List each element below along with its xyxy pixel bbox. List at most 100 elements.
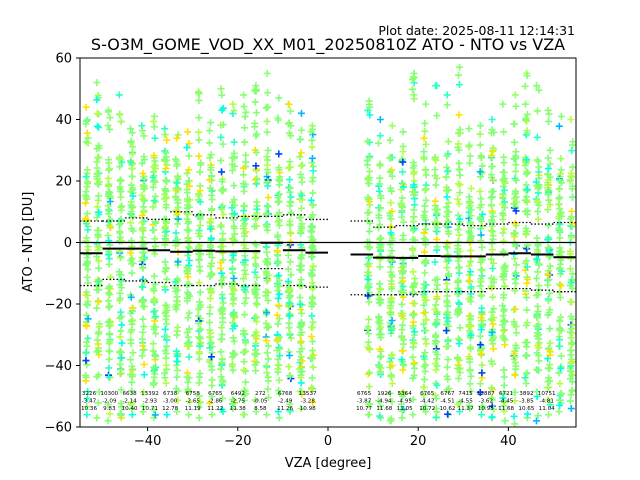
scatter-point xyxy=(522,116,530,124)
scatter-point xyxy=(275,390,283,398)
scatter-point xyxy=(253,332,261,340)
scatter-point xyxy=(251,268,259,276)
scatter-point xyxy=(93,145,101,153)
scatter-point xyxy=(117,327,125,335)
scatter-point xyxy=(95,388,103,396)
scatter-point xyxy=(511,229,519,237)
scatter-point xyxy=(275,361,283,369)
scatter-column xyxy=(115,91,126,422)
scatter-point xyxy=(262,221,270,229)
scatter-point xyxy=(139,342,147,350)
scatter-point xyxy=(510,120,518,128)
scatter-point xyxy=(566,247,574,255)
scatter-point xyxy=(82,357,90,365)
scatter-point xyxy=(433,408,441,416)
scatter-point xyxy=(115,155,123,163)
scatter-point xyxy=(94,347,102,355)
scatter-point xyxy=(522,290,530,298)
scatter-point xyxy=(399,310,407,318)
scatter-point xyxy=(377,234,385,242)
scatter-point xyxy=(206,219,214,227)
scatter-point xyxy=(500,128,508,136)
scatter-point xyxy=(523,110,531,118)
scatter-point xyxy=(105,260,113,268)
scatter-point xyxy=(500,203,508,211)
x-axis-label: VZA [degree] xyxy=(285,456,372,471)
scatter-point xyxy=(196,198,204,206)
scatter-point xyxy=(274,231,282,239)
stat-label: 12887 xyxy=(477,391,495,397)
scatter-point xyxy=(195,152,203,160)
scatter-point xyxy=(388,325,396,333)
scatter-point xyxy=(421,229,429,237)
scatter-point xyxy=(105,364,113,372)
scatter-point xyxy=(568,339,576,347)
scatter-point xyxy=(388,380,396,388)
scatter-point xyxy=(297,379,305,387)
scatter-point xyxy=(106,125,114,133)
scatter-point xyxy=(456,166,464,174)
scatter-point xyxy=(546,339,554,347)
scatter-point xyxy=(116,111,124,119)
scatter-point xyxy=(185,280,193,288)
scatter-point xyxy=(478,266,486,274)
scatter-column xyxy=(93,79,103,422)
scatter-point xyxy=(388,122,396,130)
scatter-point xyxy=(286,286,294,294)
stat-label: 10.65 xyxy=(518,406,534,412)
scatter-point xyxy=(184,378,192,386)
scatter-point xyxy=(298,357,306,365)
scatter-point xyxy=(161,369,169,377)
scatter-point xyxy=(140,175,148,183)
scatter-point xyxy=(533,107,541,115)
scatter-point xyxy=(162,361,170,369)
scatter-point xyxy=(172,192,180,200)
scatter-point xyxy=(275,414,283,422)
scatter-point xyxy=(240,171,248,179)
scatter-point xyxy=(163,178,171,186)
scatter-point xyxy=(241,113,249,121)
scatter-point xyxy=(208,393,216,401)
scatter-point xyxy=(205,358,213,366)
scatter-point xyxy=(510,350,518,358)
scatter-point xyxy=(308,333,316,341)
scatter-point xyxy=(476,380,484,388)
scatter-point xyxy=(84,216,92,224)
scatter-point xyxy=(443,363,451,371)
scatter-point xyxy=(533,133,541,141)
scatter-point xyxy=(195,414,203,422)
scatter-point xyxy=(240,225,248,233)
scatter-point xyxy=(453,364,461,372)
scatter-point xyxy=(262,268,270,276)
scatter-point xyxy=(129,143,137,151)
scatter-point xyxy=(149,203,157,211)
scatter-point xyxy=(162,349,170,357)
scatter-point xyxy=(476,168,484,176)
scatter-point xyxy=(398,300,406,308)
scatter-point xyxy=(117,386,125,394)
scatter-point xyxy=(218,359,226,367)
scatter-point xyxy=(104,174,112,182)
scatter-point xyxy=(388,207,396,215)
scatter-point xyxy=(557,155,565,163)
scatter-point xyxy=(555,369,563,377)
scatter-point xyxy=(465,323,473,331)
scatter-point xyxy=(387,229,395,237)
scatter-point xyxy=(219,230,227,238)
scatter-point xyxy=(117,308,125,316)
scatter-point xyxy=(229,395,237,403)
scatter-point xyxy=(376,412,384,420)
scatter-point xyxy=(409,411,417,419)
scatter-point xyxy=(206,310,214,318)
stat-label: 5364 xyxy=(398,391,413,397)
scatter-point xyxy=(523,117,531,125)
scatter-point xyxy=(128,165,136,173)
scatter-point xyxy=(172,229,180,237)
scatter-point xyxy=(229,100,237,108)
scatter-point xyxy=(116,349,124,357)
scatter-point xyxy=(218,106,226,114)
scatter-point xyxy=(242,294,250,302)
scatter-point xyxy=(523,127,531,135)
stat-label: -0.05 xyxy=(253,399,268,405)
scatter-point xyxy=(173,297,181,305)
